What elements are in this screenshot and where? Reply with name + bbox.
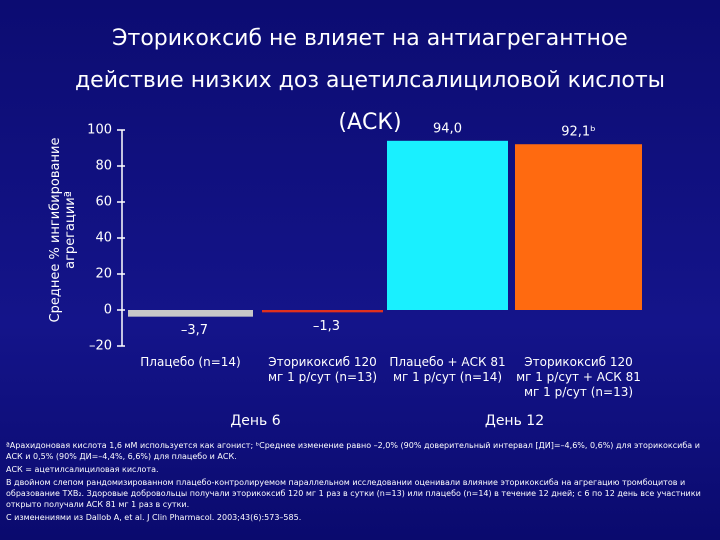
- footnote: С изменениями из Dallob A, et al. J Clin…: [6, 513, 302, 522]
- value-label: 94,0: [433, 121, 462, 136]
- y-tick-label: 40: [95, 231, 112, 246]
- y-tick-label: 0: [104, 303, 112, 318]
- footnote: В двойном слепом рандомизированном плаце…: [6, 478, 701, 509]
- bar: [515, 144, 642, 310]
- x-tick-label: Эторикоксиб 120 мг 1 р/сут + АСК 81 мг 1…: [516, 355, 641, 399]
- chart-title: Эторикоксиб не влияет на антиагрегантное…: [74, 26, 666, 135]
- y-tick-label: 80: [95, 159, 112, 174]
- footnotes: ªАрахидоновая кислота 1,6 мМ используетс…: [6, 440, 710, 525]
- value-label: –3,7: [181, 323, 208, 338]
- x-tick-label: Плацебо (n=14): [140, 355, 241, 369]
- x-tick-label: Плацебо + АСК 81 мг 1 р/сут (n=14): [389, 355, 506, 384]
- footnote: АСК = ацетилсалициловая кислота.: [6, 465, 159, 474]
- bar: [128, 310, 253, 317]
- value-label: 92,1ᵇ: [561, 125, 596, 140]
- y-tick-label: 60: [95, 195, 112, 210]
- y-tick-label: –20: [89, 339, 112, 354]
- y-tick-label: 20: [95, 267, 112, 282]
- group-label: День 12: [484, 413, 545, 429]
- y-tick-label: 100: [87, 123, 112, 138]
- footnote: ªАрахидоновая кислота 1,6 мМ используетс…: [6, 441, 700, 461]
- x-tick-label: Эторикоксиб 120 мг 1 р/сут (n=13): [267, 355, 378, 384]
- bar: [262, 310, 383, 313]
- group-label: День 6: [230, 413, 281, 429]
- bar: [387, 140, 508, 310]
- value-label: –1,3: [313, 319, 340, 334]
